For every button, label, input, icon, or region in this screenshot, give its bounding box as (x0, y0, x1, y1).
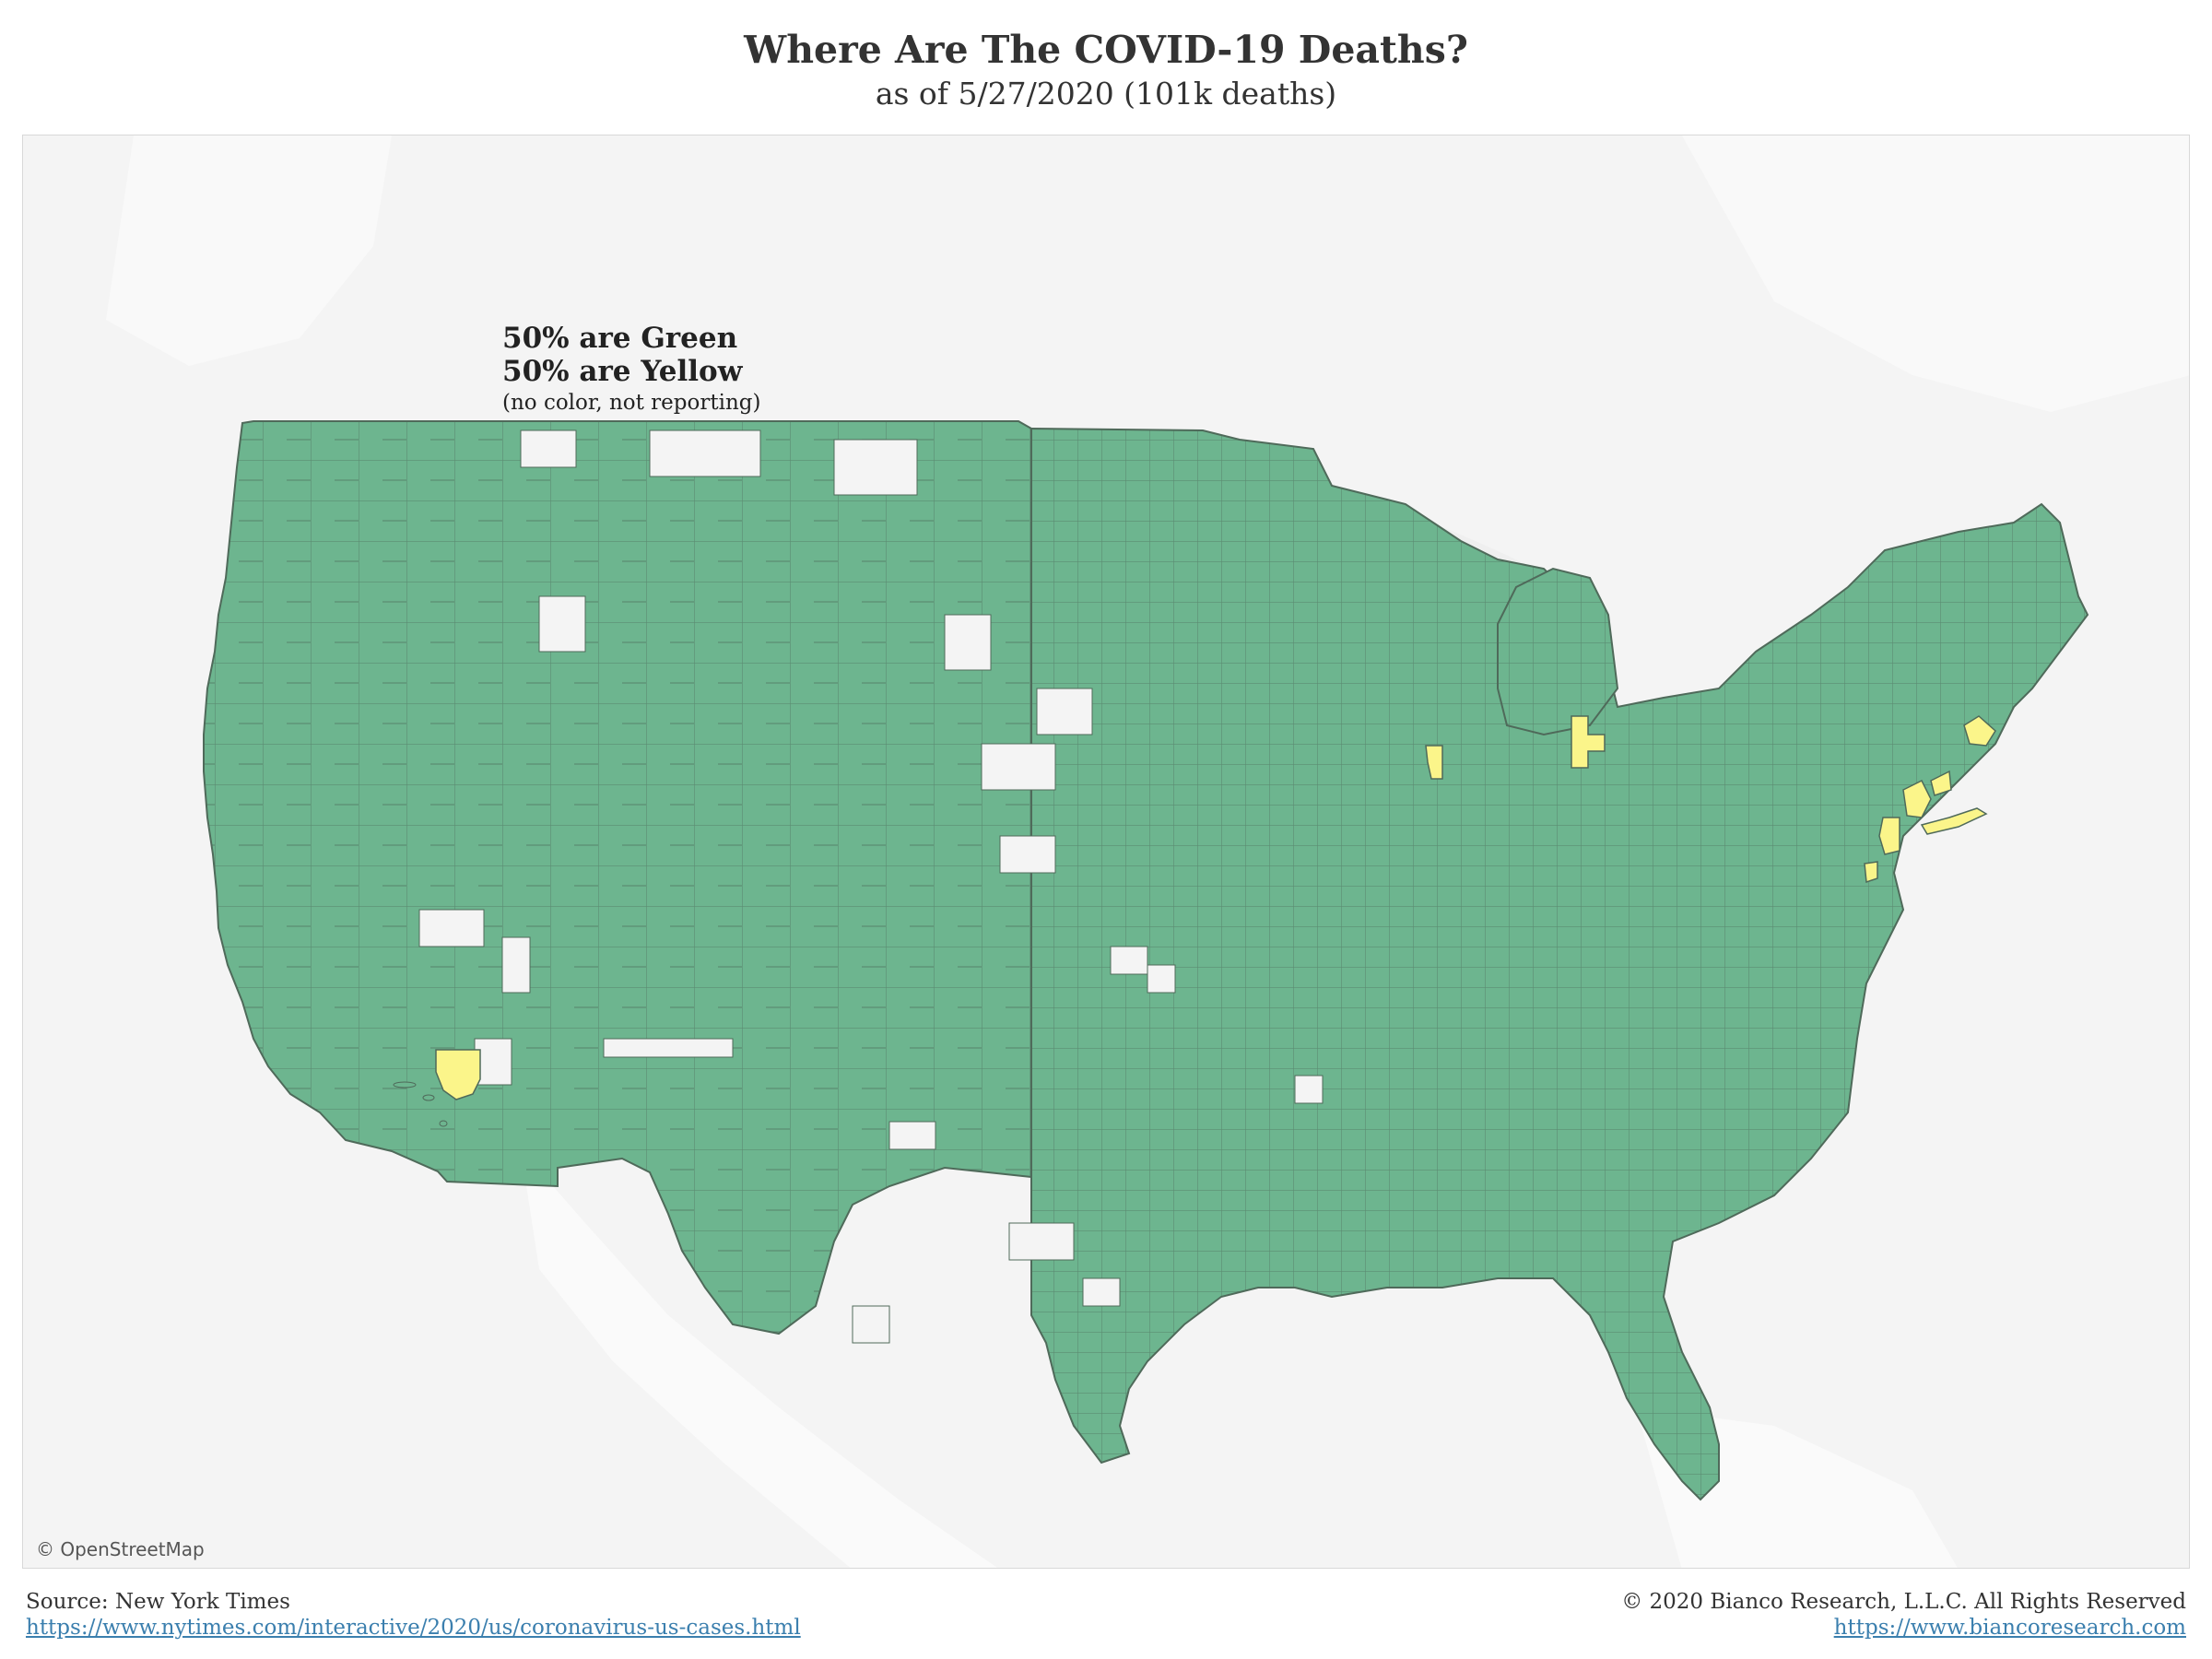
map-canvas[interactable] (23, 135, 2190, 1569)
yellow-northern-nj[interactable] (1878, 817, 1900, 855)
yellow-chicago[interactable] (1425, 745, 1443, 780)
source-link[interactable]: https://www.nytimes.com/interactive/2020… (26, 1616, 801, 1640)
mexico-coast (521, 1149, 998, 1568)
northern-canada (1682, 135, 2189, 412)
yellow-boston[interactable] (1963, 715, 1996, 747)
yellow-long-island[interactable] (1920, 807, 1988, 835)
michigan-lower[interactable] (1497, 567, 1619, 736)
yellow-los-angeles[interactable] (435, 1049, 481, 1100)
source-label: Source: New York Times (26, 1590, 290, 1614)
copyright-text: © 2020 Bianco Research, L.L.C. All Right… (1621, 1590, 2186, 1614)
not-reporting-counties (418, 429, 1324, 1344)
map-title: Where Are The COVID-19 Deaths? (744, 28, 1468, 72)
map-frame[interactable]: 50% are Green 50% are Yellow (no color, … (22, 135, 2190, 1569)
yellow-counties[interactable] (435, 715, 1996, 1100)
footer-source: Source: New York Times https://www.nytim… (26, 1589, 801, 1641)
annotation-note: (no color, not reporting) (502, 391, 761, 415)
map-subtitle: as of 5/27/2020 (101k deaths) (875, 76, 1337, 112)
channel-islands (393, 1081, 448, 1127)
yellow-philadelphia[interactable] (1864, 861, 1878, 884)
alaska-region (106, 135, 392, 366)
yellow-connecticut[interactable] (1930, 770, 1952, 796)
site-link[interactable]: https://www.biancoresearch.com (1833, 1616, 2186, 1640)
annotation-green: 50% are Green (502, 322, 738, 355)
annotation-yellow: 50% are Yellow (502, 355, 743, 388)
yellow-new-york[interactable] (1902, 779, 1932, 818)
yellow-detroit[interactable] (1571, 715, 1606, 769)
osm-attribution[interactable]: © OpenStreetMap (36, 1538, 205, 1560)
footer-copyright: © 2020 Bianco Research, L.L.C. All Right… (1621, 1589, 2186, 1641)
header: Where Are The COVID-19 Deaths? as of 5/2… (0, 0, 2212, 129)
map-annotation: 50% are Green 50% are Yellow (no color, … (502, 322, 760, 418)
